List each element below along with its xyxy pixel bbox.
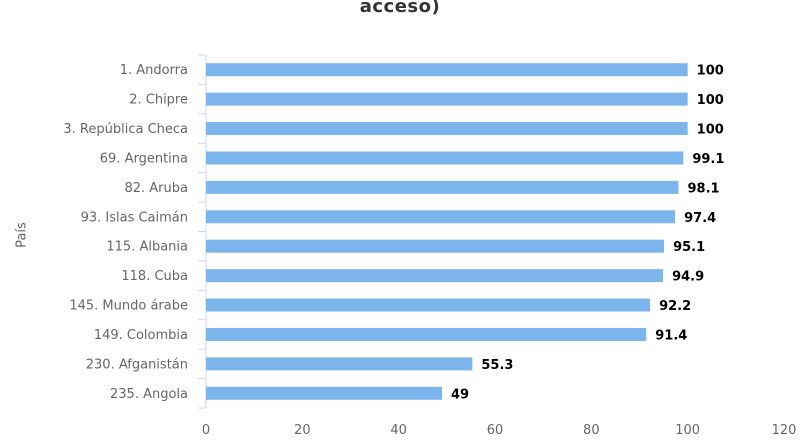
x-tick-label: 100 bbox=[675, 423, 700, 438]
category-label: 145. Mundo árabe bbox=[69, 299, 188, 314]
category-label: 115. Albania bbox=[106, 240, 188, 255]
chart-title: acceso) bbox=[359, 0, 441, 17]
bar bbox=[206, 122, 688, 136]
data-label: 91.4 bbox=[655, 328, 687, 343]
data-label: 49 bbox=[451, 387, 469, 402]
bar bbox=[206, 386, 443, 400]
category-label: 2. Chipre bbox=[129, 93, 188, 108]
category-label: 93. Islas Caimán bbox=[81, 210, 188, 225]
data-label: 97.4 bbox=[684, 211, 716, 226]
bar bbox=[206, 92, 688, 106]
x-tick-label: 0 bbox=[202, 423, 210, 438]
x-tick-label: 40 bbox=[390, 423, 407, 438]
bar bbox=[206, 180, 679, 194]
bar bbox=[206, 210, 676, 224]
bar bbox=[206, 357, 473, 371]
data-label: 100 bbox=[697, 64, 724, 79]
bar bbox=[206, 327, 647, 341]
data-label: 100 bbox=[697, 93, 724, 108]
category-label: 230. Afganistán bbox=[86, 357, 188, 372]
data-label: 95.1 bbox=[673, 240, 705, 255]
x-tick-label: 120 bbox=[772, 423, 797, 438]
bar bbox=[206, 151, 684, 165]
category-label: 82. Aruba bbox=[124, 181, 188, 196]
category-label: 69. Argentina bbox=[100, 151, 188, 166]
bar bbox=[206, 63, 688, 77]
category-label: 1. Andorra bbox=[120, 63, 188, 78]
bar bbox=[206, 239, 665, 253]
data-label: 55.3 bbox=[481, 358, 513, 373]
data-label: 92.2 bbox=[659, 299, 691, 314]
category-label: 235. Angola bbox=[110, 387, 188, 402]
category-label: 3. República Checa bbox=[63, 122, 188, 137]
category-label: 118. Cuba bbox=[121, 269, 188, 284]
data-label: 98.1 bbox=[688, 181, 720, 196]
x-tick-label: 80 bbox=[583, 423, 600, 438]
bar bbox=[206, 269, 664, 283]
data-label: 94.9 bbox=[672, 270, 704, 285]
x-tick-label: 20 bbox=[294, 423, 311, 438]
data-label: 99.1 bbox=[692, 152, 724, 167]
category-label: 149. Colombia bbox=[94, 328, 188, 343]
data-label: 100 bbox=[697, 123, 724, 138]
x-tick-label: 60 bbox=[487, 423, 504, 438]
bar bbox=[206, 298, 651, 312]
